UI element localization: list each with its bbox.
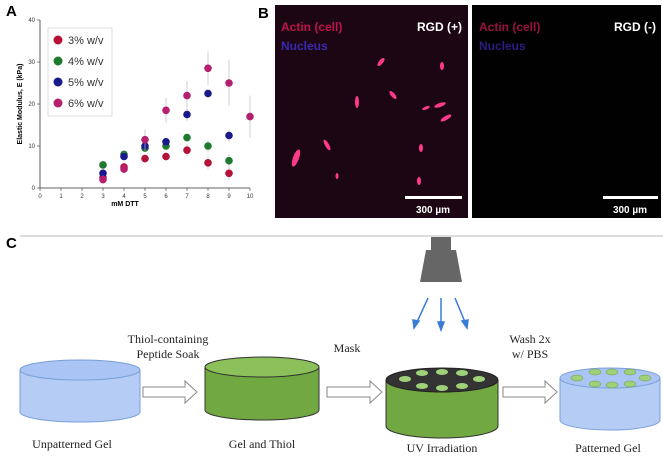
legend-marker [53, 98, 63, 108]
micrograph [472, 5, 661, 218]
panel-label: A [6, 3, 17, 20]
y-tick-label: 30 [28, 60, 35, 66]
data-point [120, 165, 128, 173]
micrograph [275, 5, 468, 218]
data-point [141, 154, 149, 163]
scale-label: 300 µm [613, 205, 647, 216]
data-point [162, 152, 170, 161]
scale-bar [405, 196, 462, 199]
data-point [204, 142, 212, 150]
x-tick-label: 6 [164, 194, 168, 200]
x-tick-label: 0 [38, 194, 42, 200]
data-point [204, 89, 212, 98]
y-axis-label: Elastic Modulus, E (kPa) [17, 64, 24, 145]
data-point [183, 91, 191, 100]
transition-label: Peptide Soak [137, 347, 200, 361]
panel-label: C [6, 235, 17, 252]
uv-rays [412, 297, 469, 333]
transition-label: Thiol-containing [128, 332, 209, 346]
x-tick-label: 8 [206, 194, 210, 200]
data-point [246, 112, 254, 121]
channel-label: Nucleus [281, 39, 328, 53]
legend-label: 4% w/v [68, 56, 104, 68]
data-point [141, 135, 149, 144]
data-point [204, 64, 212, 73]
step-label: UV Irradiation [407, 441, 478, 455]
data-point [225, 156, 233, 165]
scale-label: 300 µm [416, 205, 450, 216]
step-label: Patterned Gel [575, 441, 641, 455]
x-axis-label: mM DTT [111, 201, 139, 208]
data-point [162, 138, 170, 146]
data-point [120, 152, 128, 161]
legend-label: 6% w/v [68, 98, 104, 110]
data-point [183, 133, 191, 142]
data-point [99, 161, 107, 169]
data-point [183, 110, 191, 119]
x-tick-label: 1 [59, 194, 63, 200]
legend-marker [53, 56, 63, 66]
process-arrows [142, 379, 558, 405]
x-tick-label: 2 [80, 194, 84, 200]
step-label: Gel and Thiol [229, 437, 296, 451]
gel-cylinders [19, 356, 661, 439]
data-point [225, 169, 233, 178]
transition-label: w/ PBS [512, 347, 548, 361]
legend-marker [53, 77, 63, 87]
channel-label: Nucleus [479, 39, 526, 53]
x-tick-label: 7 [185, 194, 189, 200]
scatter-chart: mM DTT Elastic Modulus, E (kPa) 0 1 2 3 4 5 6 7… [17, 18, 254, 208]
x-tick-label: 9 [227, 194, 231, 200]
lamp [431, 237, 451, 250]
data-point [225, 79, 233, 87]
legend-marker [53, 35, 63, 45]
condition-label: RGD (-) [614, 20, 656, 34]
data-point [183, 146, 191, 154]
y-tick-label: 40 [28, 18, 35, 24]
legend-label: 3% w/v [68, 35, 104, 47]
x-tick-label: 5 [143, 194, 147, 200]
transition-label: Mask [334, 341, 361, 355]
cells [291, 57, 452, 185]
y-tick-label: 0 [32, 186, 36, 192]
transition-label: Wash 2x [509, 332, 550, 346]
y-tick-label: 10 [28, 144, 35, 150]
legend-label: 5% w/v [68, 77, 104, 89]
data-point [225, 131, 233, 140]
channel-label: Actin (cell) [479, 20, 540, 34]
step-label: Unpatterned Gel [32, 437, 112, 451]
data-point [99, 169, 107, 178]
y-tick-label: 20 [28, 102, 35, 108]
data-point [204, 159, 212, 167]
x-tick-label: 3 [101, 194, 105, 200]
scale-bar [603, 196, 658, 199]
data-point [99, 175, 107, 184]
lamp [420, 250, 462, 282]
x-tick-label: 10 [247, 194, 254, 200]
x-tick-label: 4 [122, 194, 126, 200]
panel-label: B [258, 5, 269, 22]
condition-label: RGD (+) [417, 20, 462, 34]
channel-label: Actin (cell) [281, 20, 342, 34]
data-point [162, 106, 170, 115]
image-labels: Actin (cell) Nucleus RGD (+) Actin (cell… [281, 20, 656, 53]
